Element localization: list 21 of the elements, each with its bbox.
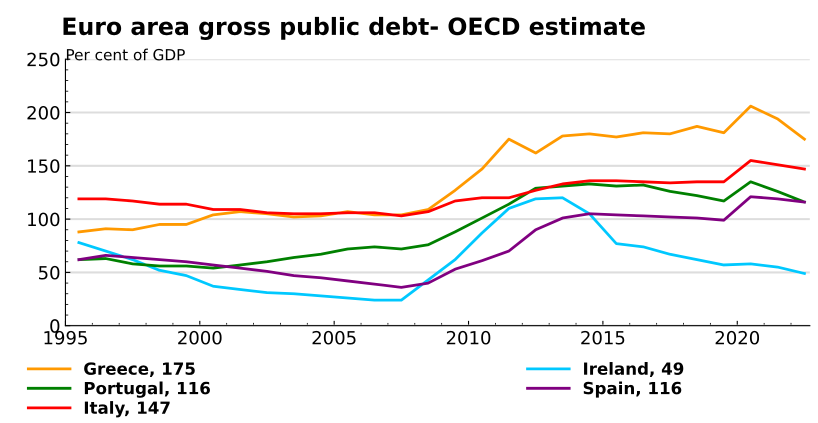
chart-subtitle: Per cent of GDP — [66, 48, 185, 60]
legend-label: Italy, 147 — [84, 401, 170, 418]
x-tick-label: 2020 — [716, 330, 760, 345]
y-tick-label: 250 — [27, 52, 60, 66]
x-tick-label: 2015 — [581, 330, 624, 345]
y-tick-label: 150 — [28, 159, 60, 173]
x-tick-label: 2010 — [446, 330, 490, 345]
y-tick-label: 200 — [27, 106, 60, 120]
y-tick-label: 0 — [50, 319, 60, 333]
line-series — [77, 159, 806, 218]
legend-label: Portugal, 116 — [84, 381, 210, 398]
chart-title: Euro area gross public debt- OECD estimate — [64, 16, 645, 40]
legend-label: Ireland, 49 — [584, 362, 684, 378]
x-tick-label: 1995 — [44, 330, 87, 345]
x-tick-label: 2005 — [312, 330, 356, 345]
line-series — [77, 180, 806, 270]
legend-label: Greece, 175 — [84, 362, 195, 378]
legend-label: Spain, 116 — [584, 381, 682, 398]
y-tick-label: 100 — [28, 212, 60, 226]
y-tick-label: 50 — [38, 266, 60, 280]
x-tick-label: 2000 — [178, 330, 222, 345]
